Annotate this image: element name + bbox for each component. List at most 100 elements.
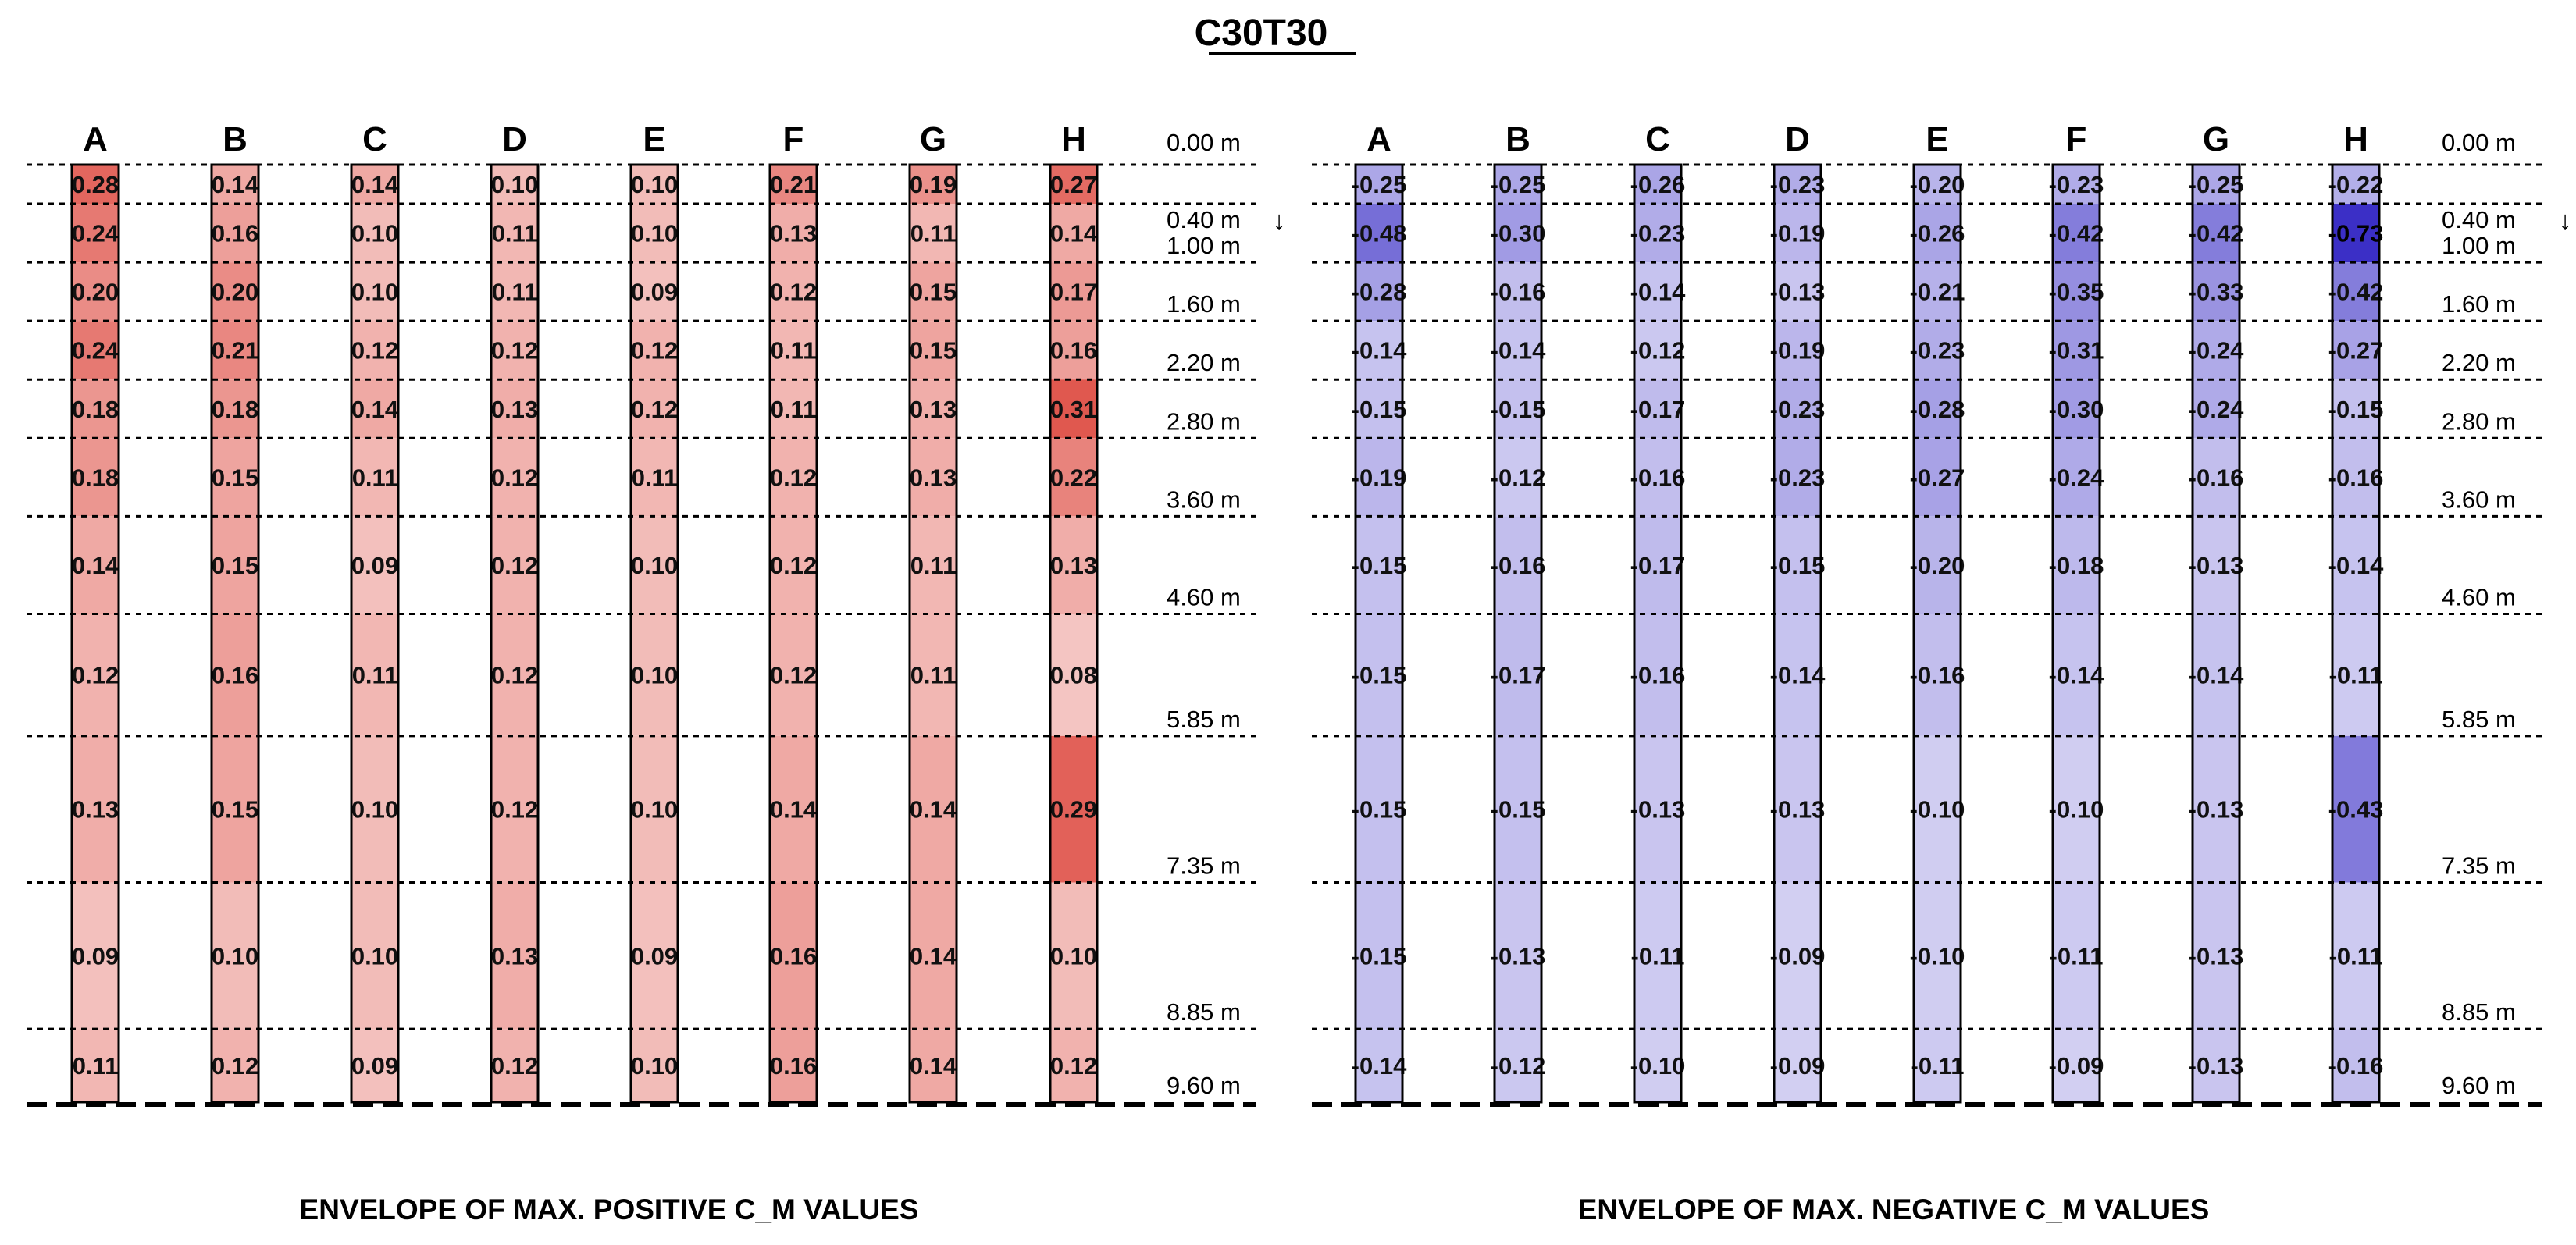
cell-label-negative-H-7: -0.14 — [2328, 552, 2384, 579]
cell-positive-C-9 — [351, 735, 398, 883]
cell-negative-E-8 — [1914, 614, 1961, 736]
cell-negative-E-7 — [1914, 516, 1961, 614]
depth-label-top-positive: 0.00 m — [1167, 129, 1241, 156]
cell-label-positive-D-2: 0.11 — [492, 220, 538, 247]
cell-positive-E-11 — [631, 1029, 678, 1102]
depth-label-top-negative: 0.00 m — [2442, 129, 2516, 156]
cell-label-negative-H-9: -0.43 — [2328, 796, 2384, 823]
cell-label-positive-H-4: 0.16 — [1050, 337, 1097, 365]
cell-label-negative-C-3: -0.14 — [1630, 279, 1686, 306]
cell-label-positive-E-11: 0.10 — [631, 1052, 678, 1080]
cell-negative-D-11 — [1774, 1029, 1821, 1102]
cell-label-negative-H-2: -0.73 — [2328, 220, 2384, 247]
cell-positive-F-10 — [770, 882, 817, 1030]
cell-label-positive-F-9: 0.14 — [770, 796, 818, 823]
cell-label-negative-C-8: -0.16 — [1630, 662, 1686, 689]
depth-label-positive-2: 1.60 m — [1167, 290, 1241, 318]
cell-negative-B-5 — [1495, 379, 1541, 439]
cell-negative-G-8 — [2193, 614, 2239, 736]
cell-label-negative-B-1: -0.25 — [1491, 171, 1546, 198]
cell-label-negative-B-2: -0.30 — [1491, 220, 1546, 247]
cell-label-positive-H-8: 0.08 — [1050, 662, 1097, 689]
cell-negative-F-7 — [2053, 516, 2100, 614]
cell-label-positive-G-1: 0.19 — [910, 171, 957, 198]
cell-negative-D-1 — [1774, 165, 1821, 205]
cell-negative-F-3 — [2053, 262, 2100, 322]
cell-positive-A-1 — [72, 165, 119, 205]
cell-negative-C-7 — [1634, 516, 1681, 614]
cell-label-negative-E-7: -0.20 — [1910, 552, 1965, 579]
depth-label-negative-2: 1.60 m — [2442, 290, 2516, 318]
cell-label-negative-G-7: -0.13 — [2189, 552, 2244, 579]
cell-label-negative-D-2: -0.19 — [1770, 220, 1826, 247]
cell-positive-G-1 — [910, 165, 957, 205]
cell-label-negative-D-3: -0.13 — [1770, 279, 1826, 306]
cell-label-positive-D-9: 0.12 — [491, 796, 538, 823]
cell-negative-G-6 — [2193, 438, 2239, 517]
cell-label-positive-G-10: 0.14 — [910, 942, 957, 969]
cell-positive-D-9 — [491, 735, 538, 883]
cell-positive-A-9 — [72, 735, 119, 883]
cell-label-negative-F-6: -0.24 — [2049, 464, 2104, 491]
column-header-positive-H: H — [1061, 120, 1086, 158]
cell-negative-A-1 — [1356, 165, 1402, 205]
cell-positive-B-2 — [212, 204, 258, 263]
cell-negative-E-11 — [1914, 1029, 1961, 1102]
cell-positive-B-7 — [212, 516, 258, 614]
cell-positive-H-1 — [1050, 165, 1097, 205]
cell-label-negative-B-9: -0.15 — [1491, 796, 1546, 823]
cell-negative-A-8 — [1356, 614, 1402, 736]
depth-label-negative-10: 9.60 m — [2442, 1072, 2516, 1099]
cell-label-negative-F-2: -0.42 — [2049, 220, 2104, 247]
cell-label-negative-D-6: -0.23 — [1770, 464, 1826, 491]
cell-label-positive-D-3: 0.11 — [492, 279, 538, 306]
cell-label-positive-E-4: 0.12 — [631, 337, 678, 365]
cell-label-positive-C-1: 0.14 — [351, 171, 399, 198]
cell-label-positive-F-1: 0.21 — [770, 171, 817, 198]
cell-label-positive-D-6: 0.12 — [491, 464, 538, 491]
column-header-positive-D: D — [502, 120, 527, 158]
cell-label-positive-F-10: 0.16 — [770, 942, 817, 969]
cell-negative-F-9 — [2053, 735, 2100, 883]
cell-label-negative-F-7: -0.18 — [2049, 552, 2104, 579]
cell-label-negative-E-4: -0.23 — [1910, 337, 1965, 365]
cell-label-negative-A-10: -0.15 — [1352, 942, 1407, 969]
cell-label-negative-E-3: -0.21 — [1910, 279, 1965, 306]
cell-label-positive-A-9: 0.13 — [72, 796, 119, 823]
cell-label-negative-B-4: -0.14 — [1491, 337, 1546, 365]
cell-label-positive-E-5: 0.12 — [631, 396, 678, 423]
cell-positive-G-2 — [910, 204, 957, 263]
column-header-positive-F: F — [783, 120, 804, 158]
column-header-positive-C: C — [362, 120, 387, 158]
cell-negative-B-8 — [1495, 614, 1541, 736]
cell-negative-H-7 — [2332, 516, 2379, 614]
cell-positive-G-9 — [910, 735, 957, 883]
cell-positive-A-6 — [72, 438, 119, 517]
column-header-negative-G: G — [2203, 120, 2229, 158]
cell-label-negative-C-11: -0.10 — [1630, 1052, 1686, 1080]
cell-positive-B-8 — [212, 614, 258, 736]
cell-label-negative-D-10: -0.09 — [1770, 942, 1826, 969]
panel-negative: -0.25 -0.25 -0.26 -0.23 -0.20 -0.23 -0.25 -0.22… — [1312, 120, 2572, 1225]
cell-positive-D-10 — [491, 882, 538, 1030]
cell-positive-F-7 — [770, 516, 817, 614]
cell-label-positive-F-2: 0.13 — [770, 220, 817, 247]
depth-label-positive-9: 8.85 m — [1167, 998, 1241, 1026]
cell-label-negative-H-4: -0.27 — [2328, 337, 2384, 365]
cell-label-positive-H-3: 0.17 — [1050, 279, 1097, 306]
cell-positive-H-6 — [1050, 438, 1097, 517]
cell-label-positive-G-4: 0.15 — [910, 337, 957, 365]
cell-positive-C-2 — [351, 204, 398, 263]
cell-negative-H-3 — [2332, 262, 2379, 322]
cell-positive-E-5 — [631, 379, 678, 439]
column-header-negative-B: B — [1505, 120, 1530, 158]
depth-label-positive-5: 3.60 m — [1167, 486, 1241, 513]
cell-positive-B-3 — [212, 262, 258, 322]
depth-label-negative-5: 3.60 m — [2442, 486, 2516, 513]
cell-label-negative-A-4: -0.14 — [1352, 337, 1407, 365]
cell-negative-A-3 — [1356, 262, 1402, 322]
cell-negative-C-9 — [1634, 735, 1681, 883]
cell-negative-H-8 — [2332, 614, 2379, 736]
cell-positive-H-2 — [1050, 204, 1097, 263]
